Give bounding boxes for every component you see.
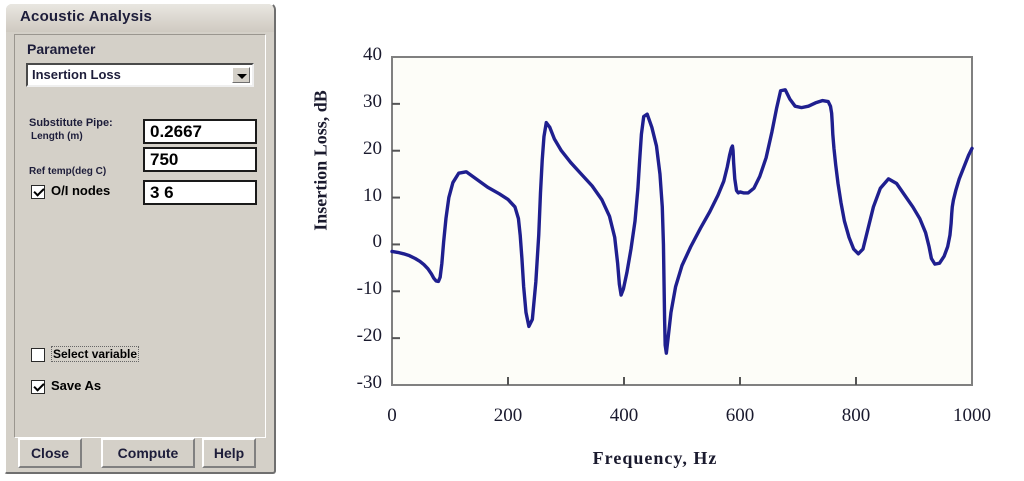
acoustic-analysis-dialog: Acoustic Analysis Parameter Insertion Lo… [4, 2, 276, 474]
reftemp-value: 750 [150, 150, 179, 169]
parameter-dropdown-value: Insertion Loss [32, 67, 121, 82]
reftemp-input[interactable]: 750 [143, 147, 257, 172]
parameter-label: Parameter [27, 41, 96, 57]
insertion-loss-chart: Insertion Loss, dB Frequency, Hz -30 -20-… [286, 0, 1024, 481]
length-value: 0.2667 [150, 122, 202, 141]
close-button[interactable]: Close [18, 438, 82, 468]
y-axis-tick: -30 [356, 372, 382, 393]
substitute-pipe-label: Substitute Pipe: [29, 117, 113, 129]
select-variable-checkbox[interactable] [31, 348, 45, 362]
oi-nodes-value: 3 6 [150, 183, 174, 202]
x-axis-tick: 1000 [953, 405, 991, 426]
y-axis-tick: 20 [363, 137, 382, 159]
parameter-dropdown[interactable]: Insertion Loss [26, 63, 254, 87]
help-button[interactable]: Help [202, 438, 256, 468]
select-variable-label: Select variable [51, 346, 140, 362]
dialog-titlebar[interactable]: Acoustic Analysis [6, 4, 274, 32]
x-axis-tick: 600 [725, 405, 755, 426]
y-axis-tick: 10 [363, 184, 382, 206]
oi-nodes-input[interactable]: 3 6 [143, 180, 257, 205]
reftemp-label: Ref temp(deg C) [29, 166, 107, 177]
save-as-label: Save As [51, 378, 102, 393]
y-axis-tick: 0 [372, 231, 383, 253]
plot-area [390, 56, 974, 386]
x-axis-tick: 200 [493, 405, 523, 426]
x-axis-tick: 0 [387, 405, 397, 426]
y-axis-tick: 30 [363, 90, 382, 112]
y-axis-tick: -10 [356, 278, 382, 300]
parameter-panel: Parameter Insertion Loss Substitute Pipe… [14, 34, 266, 438]
x-axis-tick: 800 [841, 405, 871, 426]
oi-nodes-checkbox[interactable] [31, 185, 45, 199]
chevron-down-icon[interactable] [232, 67, 250, 83]
dialog-title: Acoustic Analysis [20, 8, 153, 25]
y-axis-tick: 40 [363, 44, 382, 65]
oi-nodes-label: O/I nodes [51, 183, 111, 198]
y-axis-tick: -20 [356, 325, 382, 347]
length-input[interactable]: 0.2667 [143, 119, 257, 144]
length-label: Length (m) [31, 131, 83, 142]
x-axis-label: Frequency, Hz [592, 448, 718, 468]
save-as-checkbox[interactable] [31, 380, 45, 394]
x-axis-tick: 400 [609, 405, 639, 426]
compute-button[interactable]: Compute [101, 438, 195, 468]
